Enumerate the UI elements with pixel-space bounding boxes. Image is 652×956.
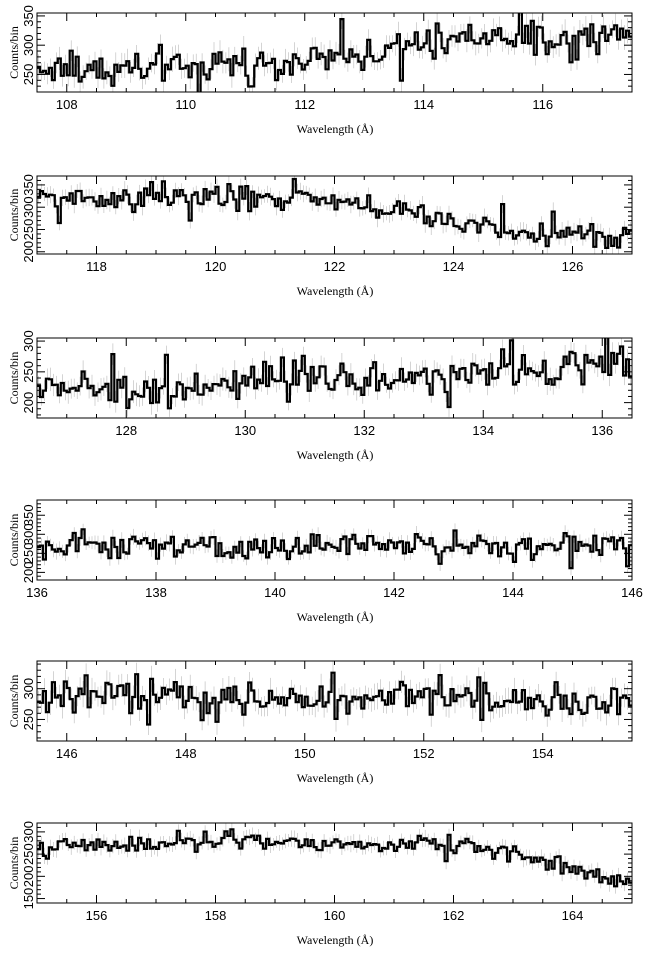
x-axis-title: Wavelength (Å) — [297, 771, 374, 785]
y-tick-label: 150 — [21, 888, 36, 910]
plot-frame — [36, 499, 633, 581]
x-tick-label: 126 — [562, 259, 584, 274]
y-axis-title: Counts/bin — [7, 352, 21, 405]
x-tick-label: 150 — [294, 746, 316, 761]
x-tick-label: 144 — [502, 585, 524, 600]
x-tick-label: 164 — [562, 908, 584, 923]
y-axis-title: Counts/bin — [7, 189, 21, 242]
x-tick-label: 136 — [591, 423, 613, 438]
y-tick-label: 300 — [21, 330, 36, 352]
y-tick-label: 300 — [21, 523, 36, 545]
y-tick-label: 350 — [21, 5, 36, 27]
x-tick-label: 112 — [294, 97, 315, 112]
spectrum-6 — [37, 823, 632, 894]
y-axis-title: Counts/bin — [7, 514, 21, 567]
x-tick-label: 146 — [56, 746, 78, 761]
x-tick-label: 132 — [353, 423, 375, 438]
y-axis-title: Counts/bin — [7, 675, 21, 728]
x-tick-label: 134 — [472, 423, 494, 438]
y-tick-label: 250 — [21, 219, 36, 241]
x-tick-label: 108 — [56, 97, 78, 112]
x-tick-label: 114 — [413, 97, 434, 112]
x-tick-label: 138 — [145, 585, 167, 600]
panel-3: 128 130 132 134 136 200 250 300 Wavelength (Å) Co… — [7, 330, 633, 462]
panel-1: 108 110 112 114 116 250 300 350 Wavelength (Å) Co… — [7, 5, 633, 136]
x-tick-label: 118 — [86, 259, 107, 274]
x-tick-label: 110 — [175, 97, 196, 112]
y-tick-label: 200 — [21, 241, 36, 263]
spectrum-4 — [37, 523, 632, 576]
x-tick-label: 136 — [26, 585, 48, 600]
y-tick-label: 250 — [21, 64, 36, 86]
y-tick-label: 200 — [21, 865, 36, 887]
step-line — [37, 828, 632, 888]
spectrum-1 — [37, 13, 632, 92]
y-tick-label: 300 — [21, 821, 36, 843]
x-tick-label: 142 — [383, 585, 405, 600]
plot-frame — [36, 175, 633, 255]
y-tick-label: 250 — [21, 709, 36, 731]
step-line — [37, 671, 632, 726]
x-tick-label: 158 — [205, 908, 227, 923]
x-tick-label: 140 — [264, 585, 286, 600]
x-axis-title: Wavelength (Å) — [297, 448, 374, 462]
x-axis-title: Wavelength (Å) — [297, 284, 374, 298]
y-tick-label: 250 — [21, 843, 36, 865]
y-tick-label: 300 — [21, 34, 36, 56]
spectrum-2 — [37, 176, 632, 254]
x-axis-title: Wavelength (Å) — [297, 122, 374, 136]
spectrum-5 — [37, 661, 632, 735]
x-tick-label: 148 — [175, 746, 197, 761]
x-tick-label: 162 — [443, 908, 465, 923]
x-tick-label: 120 — [205, 259, 227, 274]
y-tick-label: 300 — [21, 196, 36, 218]
x-tick-label: 122 — [324, 259, 346, 274]
y-tick-label: 200 — [21, 562, 36, 584]
spectrum-3 — [37, 338, 632, 417]
y-tick-label: 350 — [21, 504, 36, 526]
panel-5: 146 148 150 152 154 250 300 Wavelength (Å) Count… — [7, 660, 633, 785]
y-tick-label: 250 — [21, 542, 36, 564]
plot-frame — [36, 822, 633, 904]
x-tick-label: 160 — [324, 908, 346, 923]
x-tick-label: 116 — [532, 97, 553, 112]
x-tick-label: 156 — [86, 908, 108, 923]
x-tick-label: 124 — [443, 259, 465, 274]
y-axis-title: Counts/bin — [7, 837, 21, 890]
step-line — [37, 338, 632, 410]
x-tick-label: 130 — [234, 423, 256, 438]
x-axis-title: Wavelength (Å) — [297, 610, 374, 624]
x-tick-label: 128 — [115, 423, 137, 438]
x-axis-title: Wavelength (Å) — [297, 933, 374, 947]
step-line — [37, 528, 632, 570]
x-tick-label: 154 — [532, 746, 554, 761]
y-axis-title: Counts/bin — [7, 26, 21, 79]
step-line — [37, 13, 632, 92]
step-line — [37, 177, 632, 249]
x-tick-label: 146 — [621, 585, 643, 600]
x-tick-label: 152 — [413, 746, 435, 761]
y-tick-label: 300 — [21, 678, 36, 700]
y-tick-label: 350 — [21, 174, 36, 196]
y-tick-label: 200 — [21, 392, 36, 414]
y-tick-label: 250 — [21, 361, 36, 383]
